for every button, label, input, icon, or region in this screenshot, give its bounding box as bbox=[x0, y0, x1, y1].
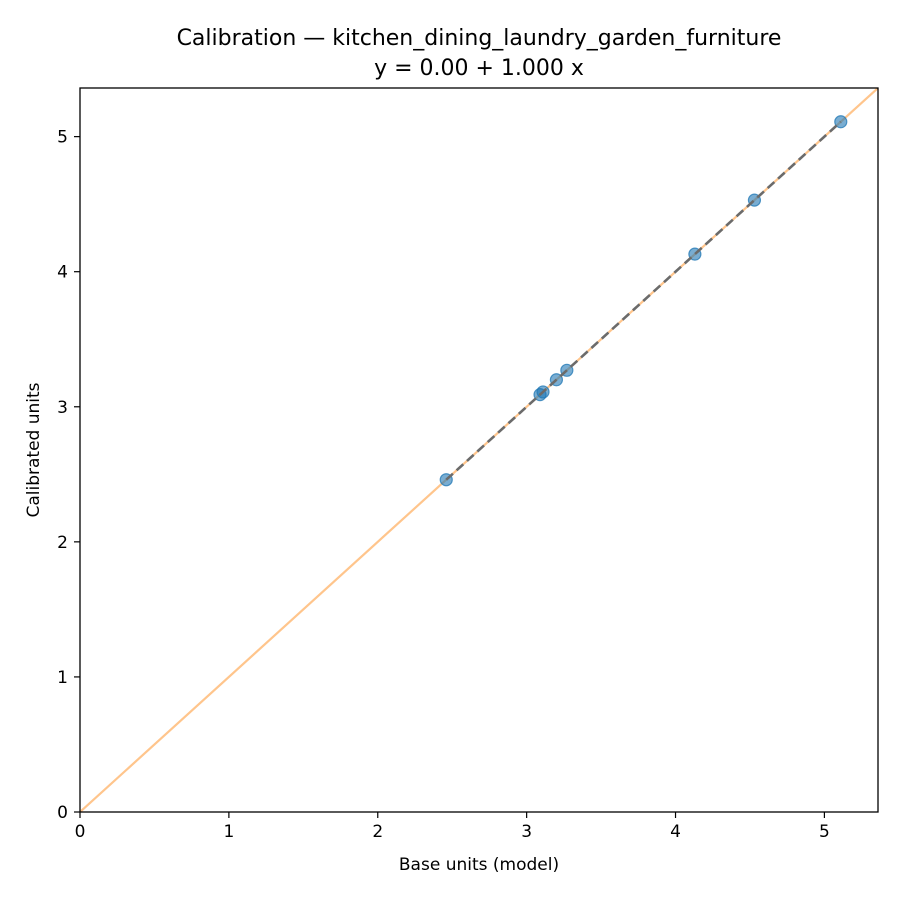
x-axis-label: Base units (model) bbox=[399, 855, 559, 875]
chart-title: Calibration — kitchen_dining_laundry_gar… bbox=[177, 26, 782, 51]
y-tick-label: 0 bbox=[57, 803, 68, 823]
plot-area bbox=[79, 87, 879, 813]
plot-inner bbox=[80, 88, 878, 812]
axis-ticks: 0 1 2 3 4 5 0 1 2 3 4 5 bbox=[57, 128, 830, 842]
x-tick-label: 4 bbox=[670, 822, 681, 842]
axes-frame bbox=[79, 87, 879, 813]
chart-subtitle: y = 0.00 + 1.000 x bbox=[374, 56, 584, 81]
y-tick-label: 1 bbox=[57, 668, 68, 688]
fit-line bbox=[445, 120, 842, 481]
x-tick-label: 1 bbox=[223, 822, 234, 842]
y-tick-label: 5 bbox=[57, 128, 68, 148]
y-tick-label: 3 bbox=[57, 398, 68, 418]
x-tick-label: 0 bbox=[75, 822, 86, 842]
y-axis-label: Calibrated units bbox=[24, 382, 44, 517]
x-tick-label: 5 bbox=[819, 822, 830, 842]
y-tick-label: 4 bbox=[57, 263, 68, 283]
x-tick-label: 2 bbox=[372, 822, 383, 842]
y-tick-label: 2 bbox=[57, 533, 68, 553]
x-tick-label: 3 bbox=[521, 822, 532, 842]
